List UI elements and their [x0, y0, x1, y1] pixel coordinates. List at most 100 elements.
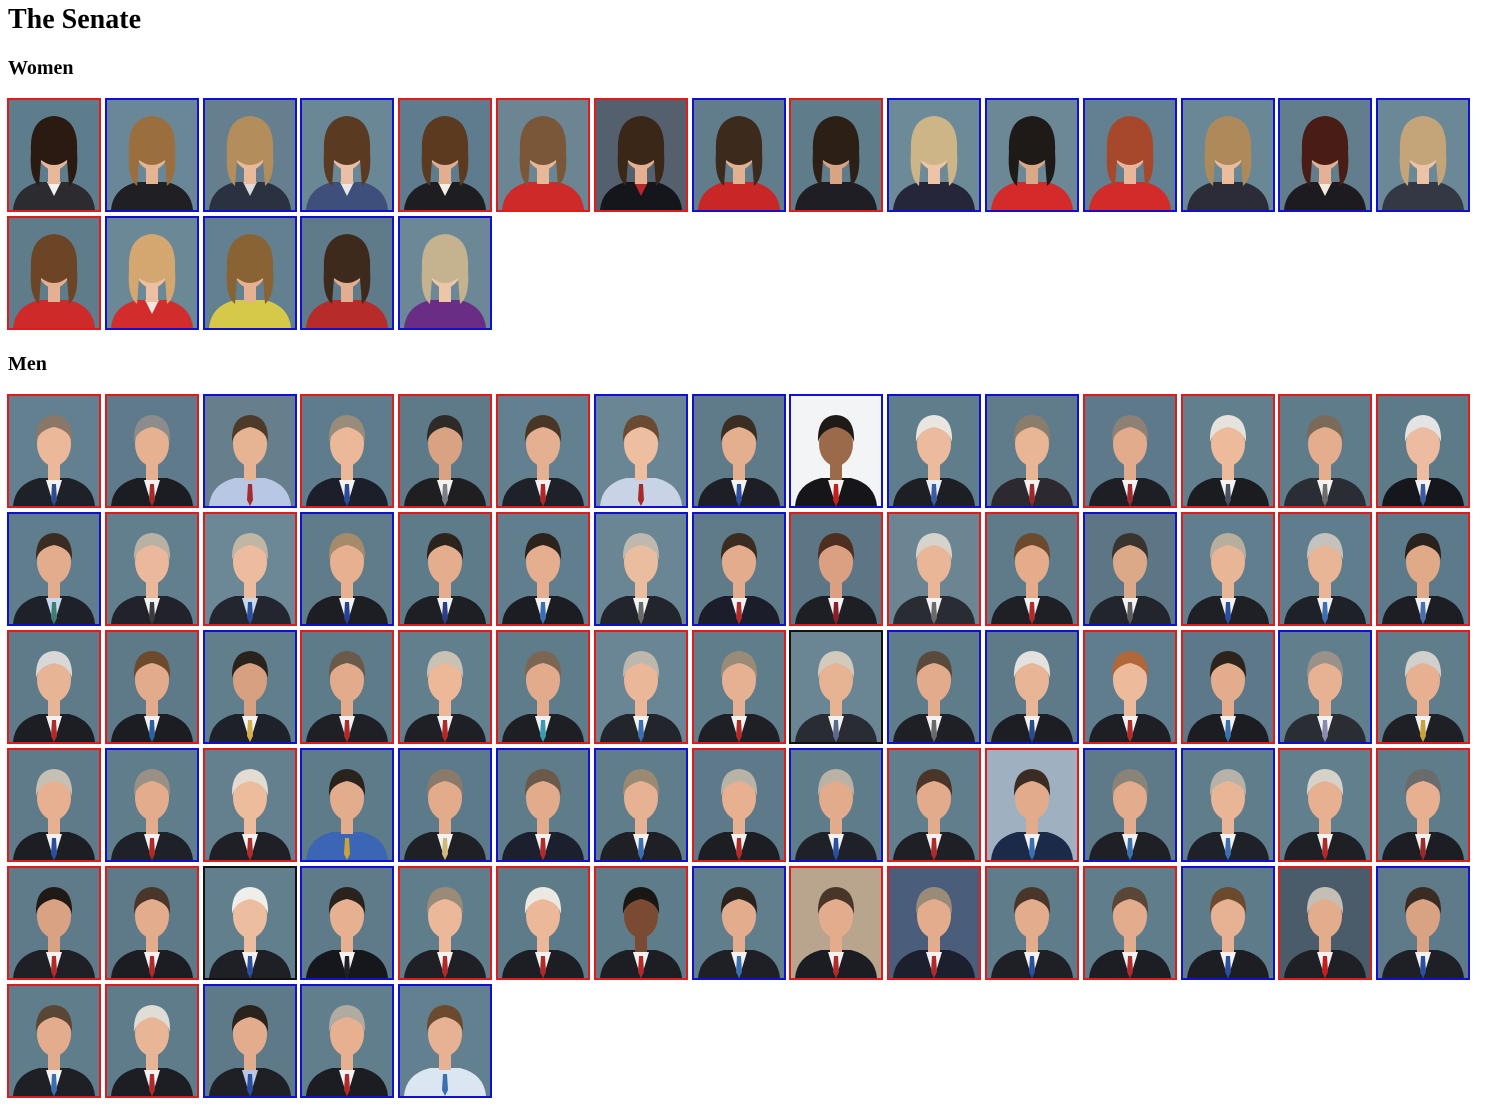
senator-portrait[interactable]: [104, 630, 199, 744]
senator-portrait[interactable]: [7, 866, 101, 980]
senator-portrait[interactable]: [300, 630, 395, 744]
senator-portrait[interactable]: [300, 394, 395, 508]
senator-portrait[interactable]: [593, 98, 688, 212]
senator-portrait[interactable]: [1278, 866, 1373, 980]
senator-portrait[interactable]: [887, 866, 982, 980]
senator-portrait[interactable]: [789, 630, 884, 744]
senator-portrait[interactable]: [789, 512, 884, 626]
senator-portrait[interactable]: [300, 866, 395, 980]
senator-portrait[interactable]: [1278, 98, 1373, 212]
senator-portrait[interactable]: [300, 216, 395, 330]
senator-portrait[interactable]: [398, 98, 493, 212]
senator-portrait[interactable]: [7, 216, 101, 330]
senator-portrait[interactable]: [1180, 866, 1275, 980]
senator-portrait[interactable]: [1082, 98, 1177, 212]
senator-portrait[interactable]: [593, 394, 688, 508]
senator-portrait[interactable]: [1082, 630, 1177, 744]
senator-portrait[interactable]: [104, 512, 199, 626]
senator-portrait[interactable]: [593, 512, 688, 626]
senator-portrait[interactable]: [887, 98, 982, 212]
senator-portrait[interactable]: [887, 748, 982, 862]
senator-portrait[interactable]: [104, 748, 199, 862]
senator-portrait[interactable]: [300, 98, 395, 212]
senator-portrait[interactable]: [1082, 512, 1177, 626]
senator-portrait[interactable]: [691, 630, 786, 744]
senator-portrait[interactable]: [984, 98, 1079, 212]
senator-portrait[interactable]: [1278, 630, 1373, 744]
senator-portrait[interactable]: [495, 866, 590, 980]
senator-portrait[interactable]: [691, 866, 786, 980]
senator-portrait[interactable]: [495, 512, 590, 626]
senator-portrait[interactable]: [789, 748, 884, 862]
senator-portrait[interactable]: [984, 630, 1079, 744]
senator-portrait[interactable]: [1180, 748, 1275, 862]
senator-portrait[interactable]: [104, 866, 199, 980]
senator-portrait[interactable]: [7, 984, 101, 1098]
senator-portrait[interactable]: [300, 748, 395, 862]
senator-portrait[interactable]: [887, 630, 982, 744]
senator-portrait[interactable]: [398, 748, 493, 862]
senator-portrait[interactable]: [593, 630, 688, 744]
senator-portrait[interactable]: [202, 394, 297, 508]
senator-portrait[interactable]: [984, 748, 1079, 862]
senator-portrait[interactable]: [398, 984, 493, 1098]
senator-portrait[interactable]: [202, 748, 297, 862]
senator-portrait[interactable]: [1376, 98, 1471, 212]
senator-portrait[interactable]: [1376, 512, 1471, 626]
senator-portrait[interactable]: [789, 866, 884, 980]
senator-portrait[interactable]: [104, 98, 199, 212]
senator-portrait[interactable]: [398, 216, 493, 330]
senator-portrait[interactable]: [1082, 866, 1177, 980]
senator-portrait[interactable]: [887, 512, 982, 626]
senator-portrait[interactable]: [7, 748, 101, 862]
senator-portrait[interactable]: [202, 216, 297, 330]
senator-portrait[interactable]: [7, 630, 101, 744]
senator-portrait[interactable]: [398, 630, 493, 744]
senator-portrait[interactable]: [691, 98, 786, 212]
senator-portrait[interactable]: [691, 748, 786, 862]
senator-portrait[interactable]: [984, 866, 1079, 980]
senator-portrait[interactable]: [398, 394, 493, 508]
senator-portrait[interactable]: [1278, 394, 1373, 508]
senator-portrait[interactable]: [789, 394, 884, 508]
senator-portrait[interactable]: [593, 748, 688, 862]
senator-portrait[interactable]: [1376, 630, 1471, 744]
senator-portrait[interactable]: [1376, 866, 1471, 980]
senator-portrait[interactable]: [7, 394, 101, 508]
senator-portrait[interactable]: [1180, 630, 1275, 744]
senator-portrait[interactable]: [398, 512, 493, 626]
senator-portrait[interactable]: [1180, 98, 1275, 212]
senator-portrait[interactable]: [202, 984, 297, 1098]
senator-portrait[interactable]: [984, 512, 1079, 626]
senator-portrait[interactable]: [1278, 748, 1373, 862]
senator-portrait[interactable]: [1376, 394, 1471, 508]
senator-portrait[interactable]: [495, 748, 590, 862]
senator-portrait[interactable]: [104, 394, 199, 508]
senator-portrait[interactable]: [1180, 394, 1275, 508]
senator-portrait[interactable]: [202, 630, 297, 744]
senator-portrait[interactable]: [202, 866, 297, 980]
senator-portrait[interactable]: [789, 98, 884, 212]
senator-portrait[interactable]: [7, 98, 101, 212]
senator-portrait[interactable]: [300, 984, 395, 1098]
senator-portrait[interactable]: [1180, 512, 1275, 626]
senator-portrait[interactable]: [104, 216, 199, 330]
senator-portrait[interactable]: [495, 394, 590, 508]
senator-portrait[interactable]: [1278, 512, 1373, 626]
senator-portrait[interactable]: [202, 512, 297, 626]
senator-portrait[interactable]: [1082, 394, 1177, 508]
senator-portrait[interactable]: [887, 394, 982, 508]
senator-portrait[interactable]: [495, 630, 590, 744]
senator-portrait[interactable]: [984, 394, 1079, 508]
senator-portrait[interactable]: [593, 866, 688, 980]
senator-portrait[interactable]: [691, 394, 786, 508]
senator-portrait[interactable]: [398, 866, 493, 980]
senator-portrait[interactable]: [104, 984, 199, 1098]
senator-portrait[interactable]: [691, 512, 786, 626]
senator-portrait[interactable]: [495, 98, 590, 212]
senator-portrait[interactable]: [300, 512, 395, 626]
senator-portrait[interactable]: [202, 98, 297, 212]
senator-portrait[interactable]: [7, 512, 101, 626]
senator-portrait[interactable]: [1082, 748, 1177, 862]
senator-portrait[interactable]: [1376, 748, 1471, 862]
